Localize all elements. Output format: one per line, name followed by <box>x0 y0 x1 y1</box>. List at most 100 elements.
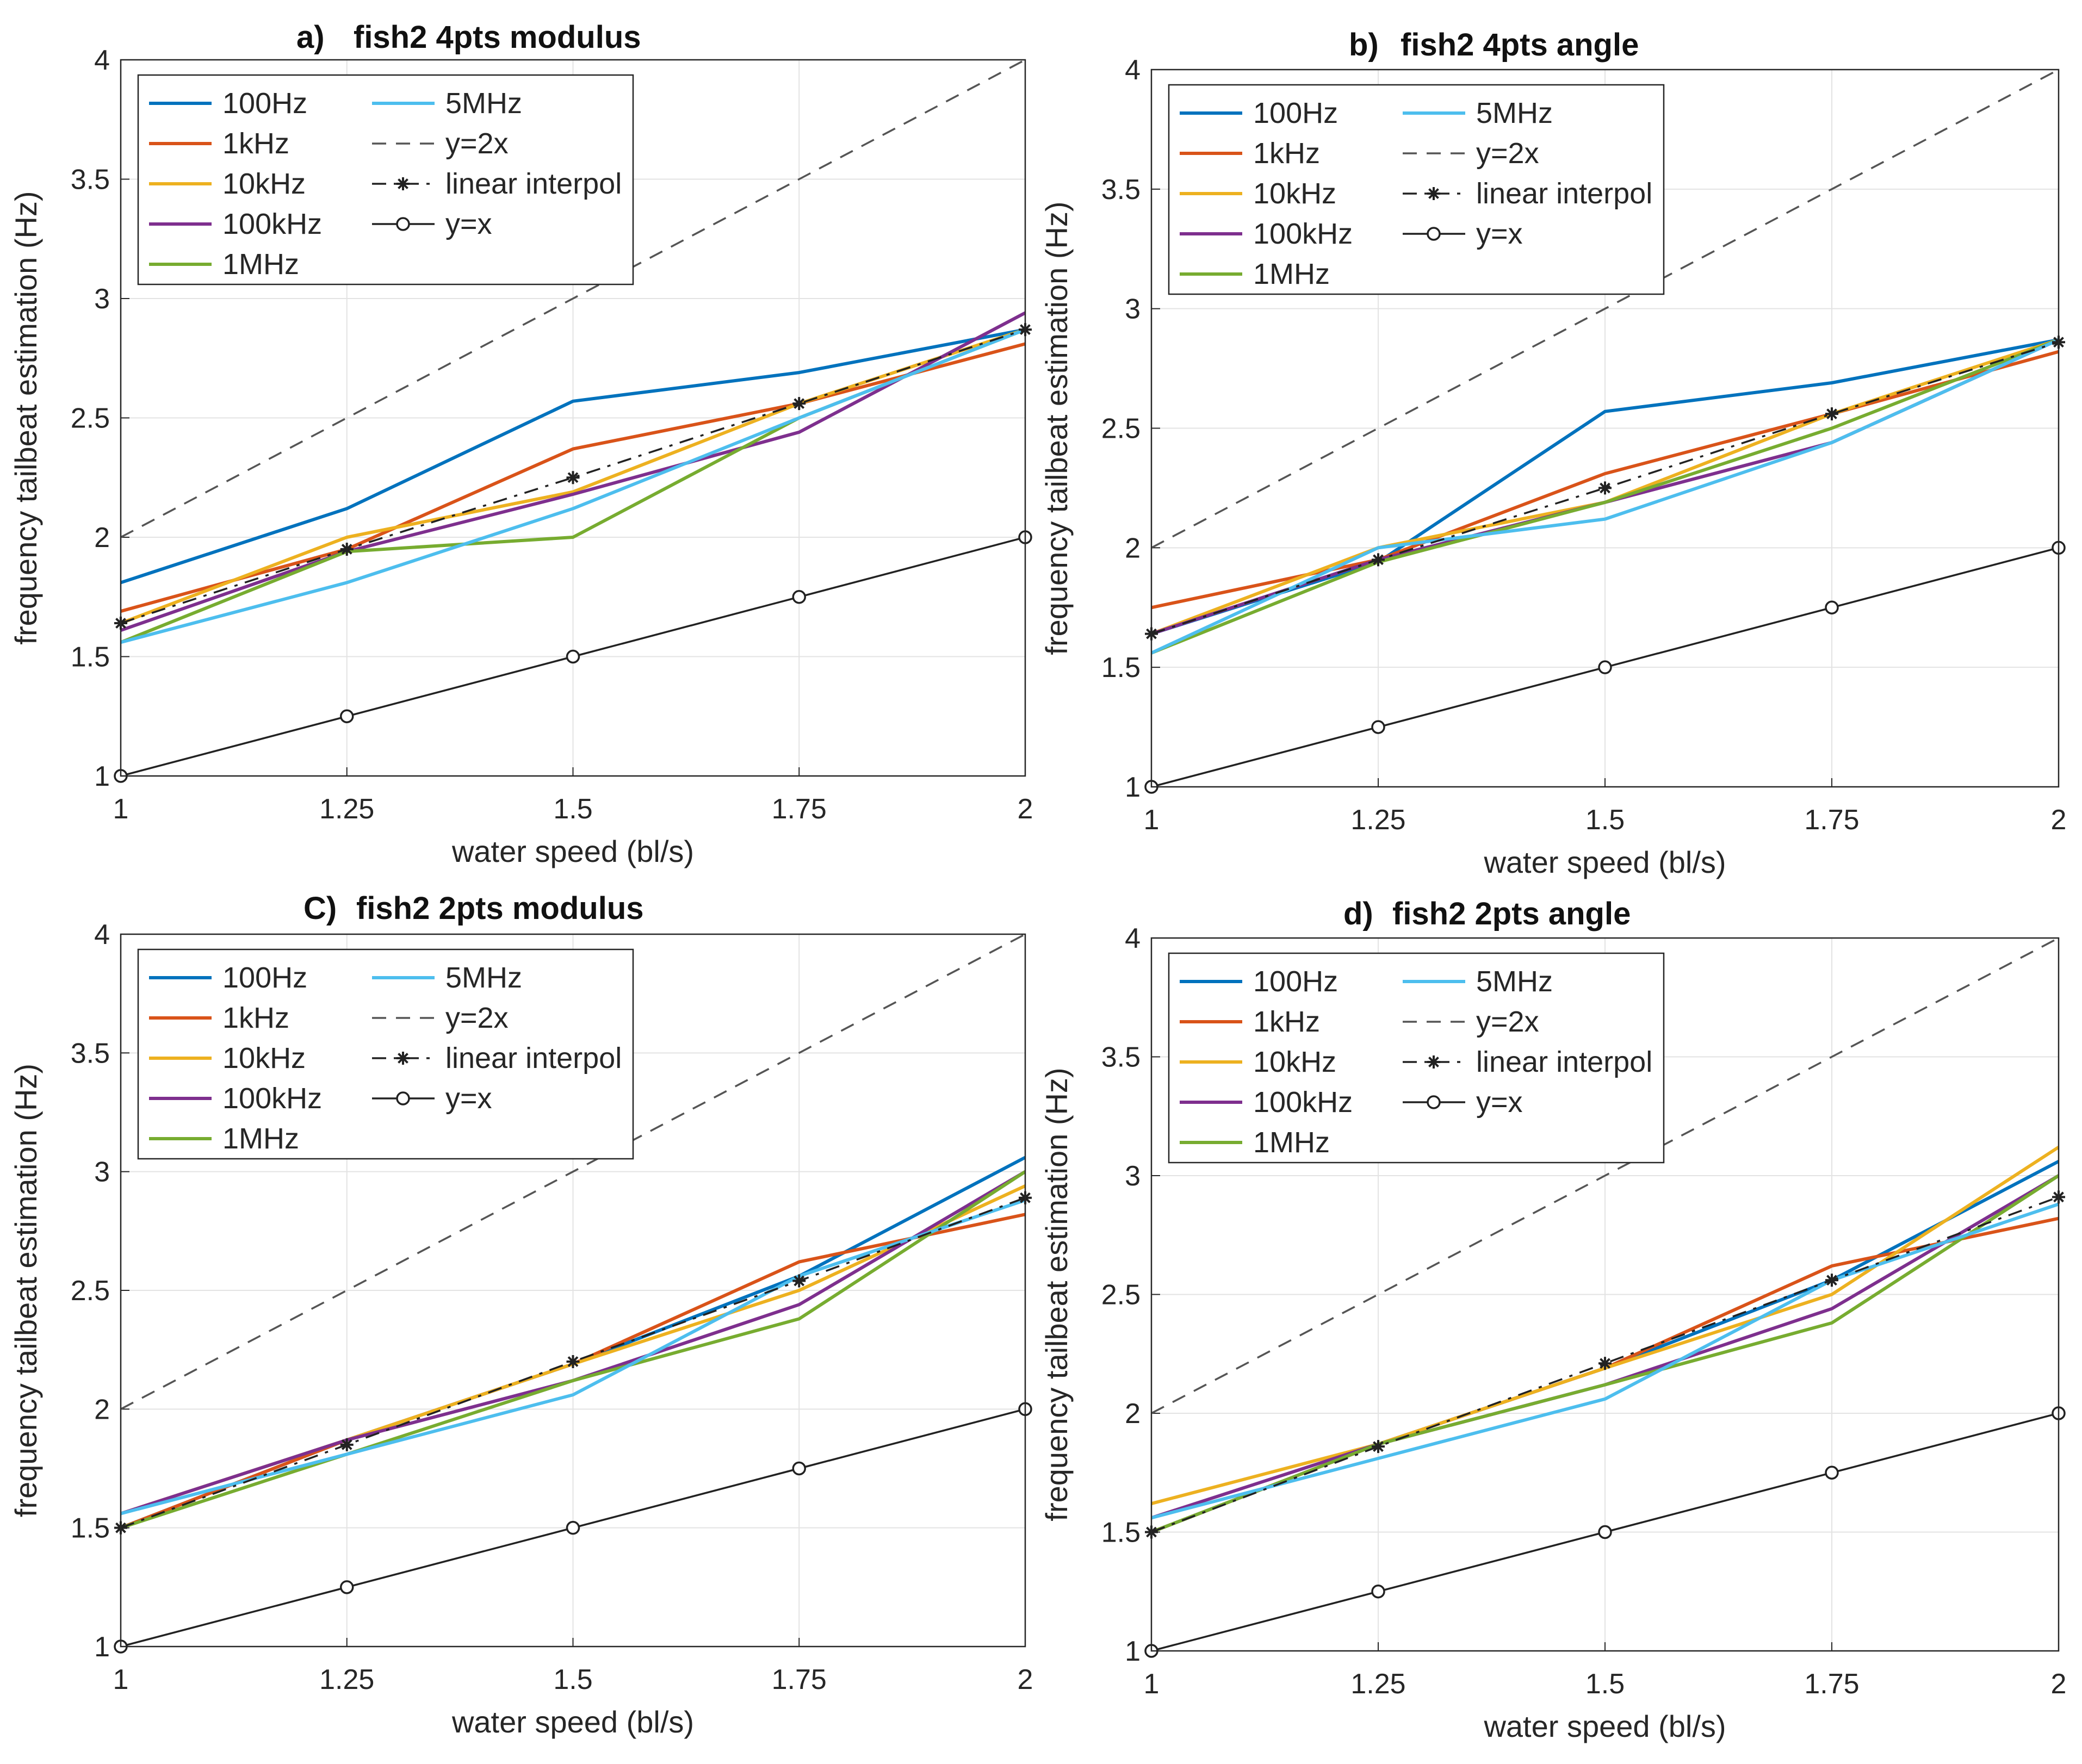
legend: 100Hz 1kHz 10kHz 100kHz 1MHz 5MHz y=2x linear i… <box>1168 952 1665 1164</box>
series-line-5mhz <box>1151 338 2059 655</box>
chart-panel-3: C) fish2 2pts modulus 1 1.25 1.5 1.75 2 1 1.5 2 2.… <box>9 891 1033 1739</box>
y-tick-label: 2.5 <box>1101 413 1141 445</box>
panel-label: b) <box>1349 27 1379 63</box>
panel-label: a) <box>296 20 325 55</box>
series-line-linear-interpol <box>1151 341 2059 635</box>
x-tick-label: 1.5 <box>553 793 592 825</box>
x-tick-label: 1.25 <box>319 793 374 825</box>
axes-frame <box>120 933 1026 1648</box>
legend-marker-linear-interpol <box>396 177 410 190</box>
legend-marker-linear-interpol <box>396 1052 410 1065</box>
legend-marker-y-x <box>396 217 410 231</box>
chart-title: fish2 4pts angle <box>1401 27 1639 63</box>
x-tick-label: 1.75 <box>1804 1668 1859 1700</box>
x-tick-label: 1.5 <box>1585 1668 1625 1700</box>
legend-label-100hz: 100Hz <box>1253 965 1338 998</box>
y-tick-label: 2.5 <box>71 403 110 434</box>
chart-title: fish2 2pts angle <box>1392 896 1631 931</box>
y-tick-label: 1 <box>1125 1636 1141 1667</box>
axes-frame <box>120 59 1026 777</box>
data-point-y-x <box>340 709 354 723</box>
series-line-y-2x <box>1151 70 2059 549</box>
y-tick-label: 3 <box>94 283 110 315</box>
data-point-linear-interpol <box>792 397 806 411</box>
x-tick-label: 1.25 <box>1350 1668 1405 1700</box>
y-tick-label: 4 <box>94 919 110 951</box>
legend-label-y-2x: y=2x <box>445 127 509 160</box>
data-point-linear-interpol <box>566 1355 580 1368</box>
series-line-y-2x <box>1151 938 2059 1414</box>
legend-label-y-x: y=x <box>445 1082 492 1115</box>
legend-label-y-2x: y=2x <box>1476 137 1539 170</box>
data-point-y-x <box>340 1580 354 1594</box>
data-point-linear-interpol <box>566 471 580 485</box>
legend-label-100hz: 100Hz <box>222 87 307 120</box>
data-point-linear-interpol <box>340 542 354 556</box>
legend-label-1mhz: 1MHz <box>222 1122 299 1155</box>
legend: 100Hz 1kHz 10kHz 100kHz 1MHz 5MHz y=2x linear i… <box>137 74 634 285</box>
y-axis-label: frequency tailbeat estimation (Hz) <box>9 191 43 644</box>
x-tick-label: 1 <box>113 793 129 825</box>
legend-marker-y-x <box>396 1091 410 1105</box>
y-tick-label: 2 <box>1125 1398 1141 1430</box>
series-line-linear-interpol <box>1151 1196 2059 1533</box>
legend-marker-y-x <box>1427 227 1441 241</box>
y-tick-label: 3 <box>1125 294 1141 325</box>
x-tick-label: 2 <box>1018 1664 1033 1695</box>
legend-label-1mhz: 1MHz <box>222 248 299 281</box>
legend-label-y-x: y=x <box>445 208 492 240</box>
legend: 100Hz 1kHz 10kHz 100kHz 1MHz 5MHz y=2x linear i… <box>137 948 634 1160</box>
data-point-y-x <box>792 1461 806 1476</box>
y-tick-label: 1.5 <box>71 642 110 673</box>
x-axis-label: water speed (bl/s) <box>451 1705 694 1739</box>
y-tick-label: 3.5 <box>71 164 110 196</box>
legend-label-100hz: 100Hz <box>1253 97 1338 129</box>
y-tick-label: 2 <box>94 522 110 554</box>
y-tick-label: 4 <box>1125 54 1141 86</box>
y-tick-label: 1.5 <box>71 1513 110 1544</box>
legend-label-1mhz: 1MHz <box>1253 258 1330 290</box>
axes-frame <box>1150 69 2060 788</box>
legend-label-linear-interpol: linear interpol <box>1476 177 1652 210</box>
y-axis-label: frequency tailbeat estimation (Hz) <box>1039 201 1074 655</box>
data-point-linear-interpol <box>792 1274 806 1288</box>
x-tick-label: 1.75 <box>772 1664 827 1695</box>
data-point-y-x <box>1825 1465 1839 1480</box>
legend-label-y-2x: y=2x <box>1476 1005 1539 1038</box>
x-tick-label: 2 <box>2051 804 2067 836</box>
legend-box <box>137 948 634 1160</box>
legend-label-100khz: 100kHz <box>1253 218 1353 250</box>
series-line-linear-interpol <box>121 328 1025 624</box>
data-point-y-x <box>1598 660 1612 674</box>
legend-label-linear-interpol: linear interpol <box>1476 1046 1652 1078</box>
chart-panel-2: b) fish2 4pts angle 1 1.25 1.5 1.75 2 1 1.5 2 2.5 3… <box>1039 27 2066 879</box>
x-tick-label: 1.5 <box>1585 804 1625 836</box>
legend-label-1khz: 1kHz <box>1253 1005 1320 1038</box>
panel-label: d) <box>1343 896 1373 931</box>
y-tick-label: 1 <box>1125 772 1141 803</box>
legend: 100Hz 1kHz 10kHz 100kHz 1MHz 5MHz y=2x linear i… <box>1168 84 1665 295</box>
legend-label-1mhz: 1MHz <box>1253 1126 1330 1159</box>
legend-label-1khz: 1kHz <box>1253 137 1320 170</box>
y-axis-label: frequency tailbeat estimation (Hz) <box>1039 1067 1074 1521</box>
axes-frame <box>1150 937 2060 1652</box>
y-tick-label: 2.5 <box>1101 1279 1141 1311</box>
legend-label-100khz: 100kHz <box>222 1082 322 1115</box>
legend-box <box>137 74 634 285</box>
series-line-y-2x <box>121 60 1025 538</box>
legend-label-5mhz: 5MHz <box>445 961 522 994</box>
y-tick-label: 3.5 <box>71 1038 110 1069</box>
y-tick-label: 1 <box>94 1631 110 1663</box>
legend-marker-y-x <box>1427 1095 1441 1109</box>
y-tick-label: 3.5 <box>1101 174 1141 206</box>
chart-panel-1: a) fish2 4pts modulus 1 1.25 1.5 1.75 2 1 1.5 2 2.… <box>9 20 1033 868</box>
legend-label-10khz: 10kHz <box>222 167 306 200</box>
legend-label-100khz: 100kHz <box>222 208 322 240</box>
y-tick-label: 2 <box>1125 532 1141 564</box>
legend-box <box>1168 952 1665 1164</box>
data-point-linear-interpol <box>1825 1274 1838 1287</box>
x-tick-label: 1 <box>1144 1668 1160 1700</box>
legend-label-5mhz: 5MHz <box>445 87 522 120</box>
data-point-linear-interpol <box>340 1438 354 1451</box>
data-point-linear-interpol <box>1598 481 1612 495</box>
